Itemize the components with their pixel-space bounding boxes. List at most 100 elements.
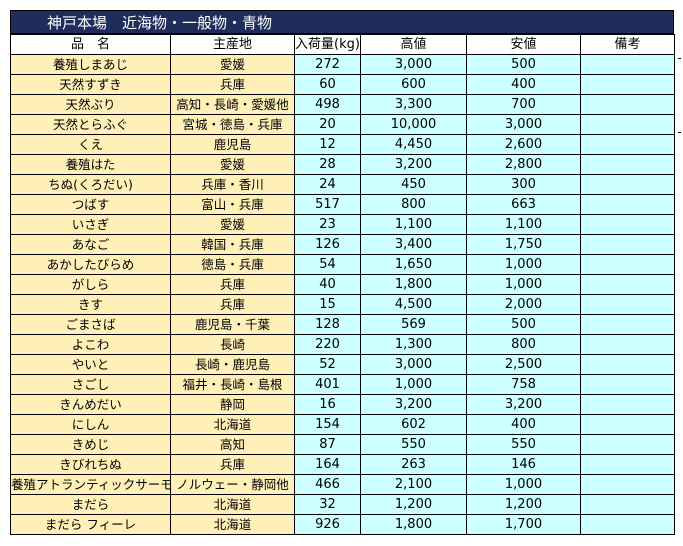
remarks-cell [580,54,675,75]
origin-cell: 鹿児島 [170,134,295,155]
origin-cell: 兵庫・香川 [170,174,295,195]
high-price-cell: 1,650 [360,254,467,275]
high-price-cell: 1,800 [360,274,467,295]
sheet-title: 神戸本場 近海物・一般物・青物 [10,10,674,34]
low-price-cell: 700 [466,94,581,115]
table-row: にしん 北海道 154 602 400 [10,414,675,435]
arrival-kg-cell: 54 [294,254,361,275]
table-row: 天然とらふぐ 宮城・徳島・兵庫 20 10,000 3,000 [10,114,675,135]
low-price-cell: 1,200 [466,494,581,515]
remarks-cell [580,394,675,415]
table-row: 天然すずき 兵庫 60 600 400 [10,74,675,95]
table-row: 養殖しまあじ 愛媛 272 3,000 500 [10,54,675,75]
origin-cell: 高知・長崎・愛媛他 [170,94,295,115]
origin-cell: 愛媛 [170,154,295,175]
low-price-cell: 500 [466,54,581,75]
low-price-cell: 2,000 [466,294,581,315]
remarks-cell [580,314,675,335]
table-row: くえ 鹿児島 12 4,450 2,600 [10,134,675,155]
arrival-kg-cell: 272 [294,54,361,75]
origin-cell: 北海道 [170,414,295,435]
header-row: 品 名 主産地 入荷量(kg) 高値 安値 備考 [10,34,675,55]
origin-cell: 長崎 [170,334,295,355]
arrival-kg-cell: 16 [294,394,361,415]
high-price-cell: 3,200 [360,394,467,415]
item-name-cell: あなご [10,234,171,255]
item-name-cell: きびれちぬ [10,454,171,475]
high-price-cell: 3,200 [360,154,467,175]
remarks-cell [580,174,675,195]
origin-cell: 愛媛 [170,54,295,75]
high-price-cell: 1,000 [360,374,467,395]
table-row: よこわ 長崎 220 1,300 800 [10,334,675,355]
item-name-cell: きんめだい [10,394,171,415]
arrival-kg-cell: 20 [294,114,361,135]
origin-cell: 宮城・徳島・兵庫 [170,114,295,135]
arrival-kg-cell: 23 [294,214,361,235]
origin-cell: 兵庫 [170,74,295,95]
remarks-cell [580,514,675,535]
remarks-cell [580,234,675,255]
item-name-cell: あかしたびらめ [10,254,171,275]
high-price-cell: 569 [360,314,467,335]
high-price-cell: 800 [360,194,467,215]
edge-mark [678,132,681,133]
arrival-kg-cell: 517 [294,194,361,215]
arrival-kg-cell: 466 [294,474,361,495]
origin-cell: 兵庫 [170,294,295,315]
origin-cell: ノルウェー・静岡他 [170,474,295,495]
high-price-cell: 4,450 [360,134,467,155]
low-price-cell: 500 [466,314,581,335]
table-row: まだら 北海道 32 1,200 1,200 [10,494,675,515]
arrival-kg-cell: 60 [294,74,361,95]
table-row: がしら 兵庫 40 1,800 1,000 [10,274,675,295]
high-price-cell: 10,000 [360,114,467,135]
remarks-cell [580,274,675,295]
low-price-cell: 3,000 [466,114,581,135]
item-name-cell: 天然ぶり [10,94,171,115]
arrival-kg-cell: 498 [294,94,361,115]
remarks-cell [580,334,675,355]
item-name-cell: ごまさば [10,314,171,335]
arrival-kg-cell: 12 [294,134,361,155]
low-price-cell: 663 [466,194,581,215]
header-high-price: 高値 [360,34,467,55]
header-arrival-kg: 入荷量(kg) [294,34,361,55]
low-price-cell: 2,500 [466,354,581,375]
item-name-cell: きめじ [10,434,171,455]
low-price-cell: 1,100 [466,214,581,235]
table-row: きす 兵庫 15 4,500 2,000 [10,294,675,315]
origin-cell: 兵庫 [170,274,295,295]
item-name-cell: やいと [10,354,171,375]
remarks-cell [580,374,675,395]
remarks-cell [580,414,675,435]
table-row: いさぎ 愛媛 23 1,100 1,100 [10,214,675,235]
table-row: つばす 富山・兵庫 517 800 663 [10,194,675,215]
low-price-cell: 400 [466,74,581,95]
item-name-cell: 養殖しまあじ [10,54,171,75]
remarks-cell [580,354,675,375]
high-price-cell: 3,300 [360,94,467,115]
item-name-cell: つばす [10,194,171,215]
high-price-cell: 600 [360,74,467,95]
item-name-cell: 養殖はた [10,154,171,175]
remarks-cell [580,154,675,175]
high-price-cell: 1,300 [360,334,467,355]
item-name-cell: よこわ [10,334,171,355]
remarks-cell [580,74,675,95]
high-price-cell: 3,000 [360,54,467,75]
header-origin: 主産地 [170,34,295,55]
header-item-name: 品 名 [10,34,171,55]
low-price-cell: 2,600 [466,134,581,155]
origin-cell: 愛媛 [170,214,295,235]
table-row: ちぬ(くろだい) 兵庫・香川 24 450 300 [10,174,675,195]
table-row: さごし 福井・長崎・島根 401 1,000 758 [10,374,675,395]
low-price-cell: 550 [466,434,581,455]
arrival-kg-cell: 15 [294,294,361,315]
price-sheet: 神戸本場 近海物・一般物・青物 品 名 主産地 入荷量(kg) 高値 安値 備考… [10,10,675,535]
arrival-kg-cell: 154 [294,414,361,435]
low-price-cell: 1,700 [466,514,581,535]
arrival-kg-cell: 52 [294,354,361,375]
table-row: きんめだい 静岡 16 3,200 3,200 [10,394,675,415]
low-price-cell: 146 [466,454,581,475]
